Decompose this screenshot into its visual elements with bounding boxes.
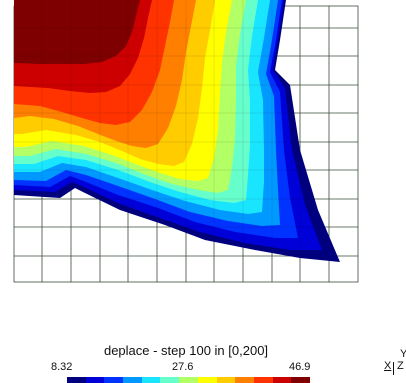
3d-viewport[interactable]	[0, 0, 406, 300]
colorbar-segment-7	[179, 377, 198, 383]
legend-colorbar	[67, 377, 310, 383]
colorbar-segment-1	[67, 377, 86, 383]
colorbar-segment-4	[123, 377, 142, 383]
legend-max-label: 46.9	[289, 361, 311, 373]
axis-y-label: Y	[400, 348, 406, 360]
colorbar-segment-10	[235, 377, 254, 383]
legend-mid-label: 27.6	[172, 361, 194, 373]
colorbar-segment-8	[197, 377, 217, 383]
axes-triad[interactable]: Y X Z	[381, 348, 406, 383]
colorbar-segment-3	[104, 377, 124, 383]
legend-min-label: 8.32	[51, 361, 73, 373]
colorbar-segment-13	[291, 377, 310, 383]
surface-facets	[14, 0, 325, 258]
axis-divider	[393, 362, 394, 375]
colorbar-segment-5	[141, 377, 161, 383]
colorbar-segment-6	[160, 377, 180, 383]
axis-x-label: X	[384, 360, 392, 372]
colorbar-segment-11	[253, 377, 273, 383]
colorbar-segment-2	[85, 377, 105, 383]
contour-band-13	[14, 0, 140, 64]
colorbar-segment-12	[272, 377, 292, 383]
legend-title: deplace - step 100 in [0,200]	[103, 343, 269, 358]
axis-z-label: Z	[397, 360, 404, 372]
contour-surface	[14, 0, 340, 262]
colorbar-segment-9	[216, 377, 236, 383]
